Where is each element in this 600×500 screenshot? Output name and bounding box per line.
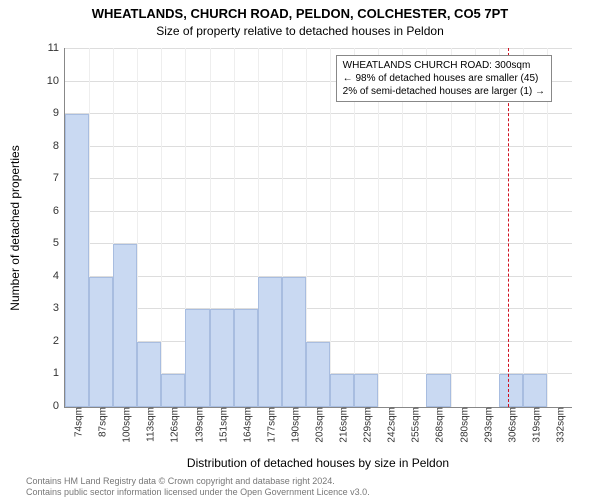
x-tick-label: 151sqm xyxy=(214,407,229,443)
y-tick-label: 7 xyxy=(53,172,65,184)
histogram-bar xyxy=(113,244,137,407)
x-tick-label: 74sqm xyxy=(70,407,85,437)
gridline-h xyxy=(65,243,572,244)
histogram-bar xyxy=(523,374,547,407)
x-tick-label: 280sqm xyxy=(455,407,470,443)
histogram-bar xyxy=(185,309,209,407)
y-tick-label: 0 xyxy=(53,400,65,412)
y-tick-label: 11 xyxy=(48,42,65,54)
y-tick-label: 3 xyxy=(53,302,65,314)
histogram-bar xyxy=(210,309,234,407)
y-tick-label: 6 xyxy=(53,205,65,217)
x-tick-label: 268sqm xyxy=(431,407,446,443)
histogram-bar xyxy=(258,277,282,407)
x-tick-label: 255sqm xyxy=(407,407,422,443)
histogram-bar xyxy=(354,374,378,407)
gridline-h xyxy=(65,276,572,277)
x-tick-label: 293sqm xyxy=(479,407,494,443)
x-tick-label: 139sqm xyxy=(190,407,205,443)
footer-line1: Contains HM Land Registry data © Crown c… xyxy=(26,476,370,487)
gridline-h xyxy=(65,113,572,114)
x-tick-label: 332sqm xyxy=(551,407,566,443)
x-tick-label: 306sqm xyxy=(503,407,518,443)
y-axis-label: Number of detached properties xyxy=(8,145,22,310)
gridline-h xyxy=(65,308,572,309)
x-axis-label: Distribution of detached houses by size … xyxy=(64,456,572,470)
gridline-h xyxy=(65,48,572,49)
chart-subtitle: Size of property relative to detached ho… xyxy=(0,24,600,38)
x-tick-label: 229sqm xyxy=(359,407,374,443)
y-tick-label: 1 xyxy=(53,367,65,379)
histogram-bar xyxy=(89,277,113,407)
footer-line2: Contains public sector information licen… xyxy=(26,487,370,498)
x-tick-label: 177sqm xyxy=(262,407,277,443)
histogram-bar xyxy=(426,374,450,407)
chart-title: WHEATLANDS, CHURCH ROAD, PELDON, COLCHES… xyxy=(0,6,600,21)
histogram-bar xyxy=(234,309,258,407)
gridline-v xyxy=(161,48,162,407)
x-tick-label: 190sqm xyxy=(286,407,301,443)
gridline-h xyxy=(65,211,572,212)
y-tick-label: 2 xyxy=(53,335,65,347)
histogram-bar xyxy=(306,342,330,407)
plot-area: 0123456789101174sqm87sqm100sqm113sqm126s… xyxy=(64,48,572,408)
x-tick-label: 242sqm xyxy=(383,407,398,443)
histogram-bar xyxy=(137,342,161,407)
x-tick-label: 319sqm xyxy=(527,407,542,443)
histogram-bar xyxy=(330,374,354,407)
footer-attribution: Contains HM Land Registry data © Crown c… xyxy=(26,476,370,498)
histogram-bar xyxy=(499,374,523,407)
x-tick-label: 100sqm xyxy=(118,407,133,443)
histogram-bar xyxy=(282,277,306,407)
histogram-bar xyxy=(161,374,185,407)
gridline-h xyxy=(65,146,572,147)
chart-container: WHEATLANDS, CHURCH ROAD, PELDON, COLCHES… xyxy=(0,0,600,500)
gridline-v xyxy=(330,48,331,407)
annotation-line: ← 98% of detached houses are smaller (45… xyxy=(343,72,545,85)
x-tick-label: 164sqm xyxy=(238,407,253,443)
y-tick-label: 4 xyxy=(53,270,65,282)
gridline-h xyxy=(65,178,572,179)
annotation-line: WHEATLANDS CHURCH ROAD: 300sqm xyxy=(343,59,545,72)
annotation-box: WHEATLANDS CHURCH ROAD: 300sqm← 98% of d… xyxy=(336,55,552,102)
annotation-line: 2% of semi-detached houses are larger (1… xyxy=(343,85,545,98)
y-tick-label: 8 xyxy=(53,140,65,152)
x-tick-label: 216sqm xyxy=(335,407,350,443)
y-tick-label: 9 xyxy=(53,107,65,119)
x-tick-label: 87sqm xyxy=(94,407,109,437)
histogram-bar xyxy=(65,114,89,407)
x-tick-label: 203sqm xyxy=(311,407,326,443)
y-tick-label: 10 xyxy=(47,75,65,87)
x-tick-label: 113sqm xyxy=(142,407,157,442)
x-tick-label: 126sqm xyxy=(166,407,181,443)
y-tick-label: 5 xyxy=(53,237,65,249)
